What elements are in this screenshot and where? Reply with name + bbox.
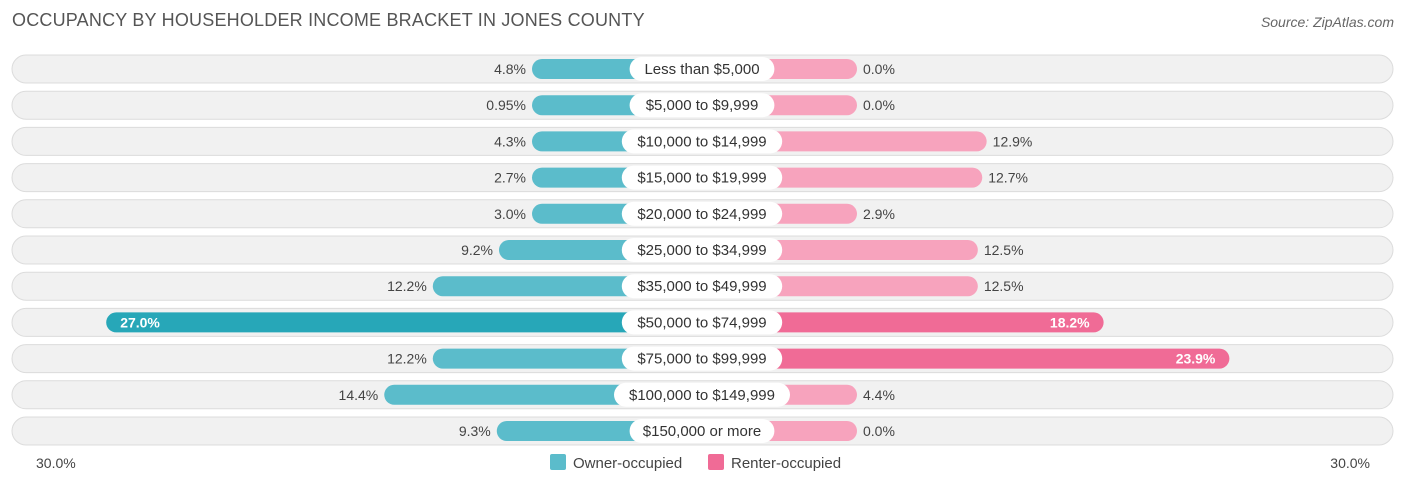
bar-value-owner: 2.7% <box>494 170 526 186</box>
bar-value-renter: 23.9% <box>1176 351 1216 367</box>
category-pill <box>621 201 783 226</box>
bar-renter <box>702 312 1104 333</box>
category-pill <box>621 310 783 335</box>
bar-value-renter: 0.0% <box>863 97 895 113</box>
chart-row: 9.2% 12.5% $25,000 to $34,999 <box>11 235 1394 265</box>
legend-label-renter: Renter-occupied <box>731 455 841 472</box>
bar-value-renter: 4.4% <box>863 387 895 403</box>
bar-value-renter: 12.7% <box>988 170 1028 186</box>
bar-value-owner: 4.8% <box>494 61 526 77</box>
category-pill <box>614 382 790 407</box>
bar-value-renter: 18.2% <box>1050 314 1090 330</box>
category-pill <box>629 57 775 81</box>
chart-row: 0.95% 0.0% $5,000 to $9,999 <box>11 90 1394 120</box>
chart-rows: 4.8% 0.0% Less than $5,000 0.95% 0.0% $5,000 … <box>11 54 1394 446</box>
category-pill <box>621 165 783 190</box>
bar-value-renter: 0.0% <box>863 423 895 439</box>
legend-label-owner: Owner-occupied <box>573 455 682 472</box>
bar-value-renter: 12.5% <box>984 278 1024 294</box>
bar-value-owner: 27.0% <box>120 314 160 330</box>
category-label: $75,000 to $99,999 <box>637 351 766 368</box>
chart-title: OCCUPANCY BY HOUSEHOLDER INCOME BRACKET … <box>12 10 645 30</box>
category-label: $10,000 to $14,999 <box>637 133 766 150</box>
bar-value-owner: 9.3% <box>459 423 491 439</box>
axis-left-label: 30.0% <box>36 455 76 471</box>
chart-row: 4.8% 0.0% Less than $5,000 <box>11 54 1394 84</box>
chart-row: 12.2% 12.5% $35,000 to $49,999 <box>11 271 1394 301</box>
chart-row: 3.0% 2.9% $20,000 to $24,999 <box>11 199 1394 229</box>
chart-row: 14.4% 4.4% $100,000 to $149,999 <box>11 380 1394 410</box>
bar-value-owner: 3.0% <box>494 206 526 222</box>
chart-row: 12.2% 23.9% $75,000 to $99,999 <box>11 344 1394 374</box>
category-pill <box>621 238 783 262</box>
chart-axis: 30.0% 30.0% <box>36 455 1370 471</box>
category-label: $50,000 to $74,999 <box>637 314 766 331</box>
bar-value-owner: 9.2% <box>461 242 493 258</box>
category-label: $100,000 to $149,999 <box>629 387 775 404</box>
category-label: $25,000 to $34,999 <box>637 242 766 259</box>
chart-row: 9.3% 0.0% $150,000 or more <box>11 416 1394 446</box>
category-label: $15,000 to $19,999 <box>637 170 766 187</box>
bar-value-renter: 12.5% <box>984 242 1024 258</box>
chart-legend: Owner-occupied Renter-occupied <box>550 454 841 472</box>
bar-value-renter: 0.0% <box>863 61 895 77</box>
category-pill <box>629 419 775 443</box>
bar-renter <box>702 348 1230 369</box>
category-label: Less than $5,000 <box>644 61 759 78</box>
chart-source: Source: ZipAtlas.com <box>1260 14 1394 30</box>
category-label: $5,000 to $9,999 <box>646 97 759 114</box>
chart-row: 4.3% 12.9% $10,000 to $14,999 <box>11 126 1394 156</box>
axis-right-label: 30.0% <box>1330 455 1370 471</box>
category-label: $150,000 or more <box>643 423 761 440</box>
bar-owner <box>106 312 702 333</box>
bar-value-owner: 14.4% <box>339 387 379 403</box>
bar-value-owner: 12.2% <box>387 351 427 367</box>
chart-row: 27.0% 18.2% $50,000 to $74,999 <box>11 307 1394 337</box>
legend-swatch-renter <box>708 454 724 470</box>
legend-swatch-owner <box>550 454 566 470</box>
bar-value-owner: 0.95% <box>486 97 526 113</box>
bar-value-owner: 4.3% <box>494 133 526 149</box>
bar-value-renter: 12.9% <box>993 133 1033 149</box>
chart-row: 2.7% 12.7% $15,000 to $19,999 <box>11 163 1394 193</box>
category-pill <box>621 274 783 299</box>
category-pill <box>629 93 775 118</box>
category-pill <box>621 346 783 371</box>
bar-value-renter: 2.9% <box>863 206 895 222</box>
category-label: $20,000 to $24,999 <box>637 206 766 223</box>
category-label: $35,000 to $49,999 <box>637 278 766 295</box>
bar-value-owner: 12.2% <box>387 278 427 294</box>
category-pill <box>621 129 783 154</box>
